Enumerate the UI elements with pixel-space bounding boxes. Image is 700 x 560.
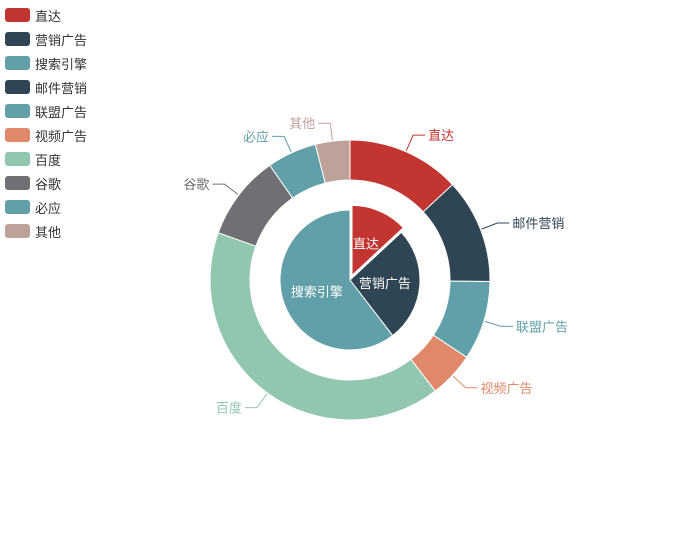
outer-slice-label: 邮件营销 xyxy=(512,217,564,232)
legend-item[interactable]: 邮件营销 xyxy=(5,75,87,99)
outer-label-line xyxy=(318,122,333,141)
legend-label: 联盟广告 xyxy=(35,105,88,121)
outer-label-line xyxy=(452,375,478,389)
inner-slice[interactable] xyxy=(349,231,421,337)
legend-label: 搜索引擎 xyxy=(35,57,88,73)
legend-item[interactable]: 谷歌 xyxy=(5,171,87,195)
inner-slice-label: 营销广告 xyxy=(359,277,411,292)
legend-item[interactable]: 必应 xyxy=(5,195,87,219)
outer-slice-label: 直达 xyxy=(428,129,454,144)
outer-label-line xyxy=(405,134,426,151)
legend-swatch xyxy=(5,176,30,190)
legend-swatch xyxy=(5,80,30,94)
legend-swatch xyxy=(5,56,30,70)
legend-label: 百度 xyxy=(35,153,62,169)
outer-slice-label: 联盟广告 xyxy=(516,320,568,335)
legend-item[interactable]: 搜索引擎 xyxy=(5,51,87,75)
outer-label-line xyxy=(481,222,510,230)
outer-slice-label: 其他 xyxy=(289,117,315,132)
chart-legend: 直达营销广告搜索引擎邮件营销联盟广告视频广告百度谷歌必应其他 xyxy=(5,3,87,243)
legend-swatch xyxy=(5,32,30,46)
legend-swatch xyxy=(5,128,30,142)
inner-slice[interactable] xyxy=(351,204,404,277)
outer-label-line xyxy=(212,183,239,195)
outer-label-line xyxy=(244,393,268,409)
legend-label: 谷歌 xyxy=(35,177,62,193)
legend-item[interactable]: 百度 xyxy=(5,147,87,171)
outer-slice-label: 百度 xyxy=(216,401,242,417)
legend-swatch xyxy=(5,104,30,118)
legend-label: 营销广告 xyxy=(35,33,88,49)
legend-item[interactable]: 营销广告 xyxy=(5,27,87,51)
outer-slice[interactable] xyxy=(209,232,436,421)
legend-item[interactable]: 联盟广告 xyxy=(5,99,87,123)
legend-swatch xyxy=(5,224,30,238)
legend-swatch xyxy=(5,8,30,22)
legend-label: 邮件营销 xyxy=(35,81,88,97)
legend-label: 视频广告 xyxy=(35,129,88,145)
inner-slice-label: 搜索引擎 xyxy=(291,285,343,300)
legend-swatch xyxy=(5,152,30,166)
inner-slice-label: 直达 xyxy=(353,237,379,252)
legend-swatch xyxy=(5,200,30,214)
legend-item[interactable]: 其他 xyxy=(5,219,87,243)
outer-slice-label: 视频广告 xyxy=(481,382,533,397)
legend-item[interactable]: 直达 xyxy=(5,3,87,27)
outer-label-line xyxy=(272,135,292,153)
legend-item[interactable]: 视频广告 xyxy=(5,123,87,147)
inner-slice[interactable] xyxy=(279,209,394,351)
outer-label-line xyxy=(484,320,514,327)
outer-slice-label: 必应 xyxy=(243,129,269,145)
legend-label: 必应 xyxy=(35,201,62,217)
legend-label: 其他 xyxy=(35,225,62,241)
legend-label: 直达 xyxy=(35,9,62,25)
outer-slice-label: 谷歌 xyxy=(183,178,209,193)
outer-slice[interactable] xyxy=(314,139,351,184)
